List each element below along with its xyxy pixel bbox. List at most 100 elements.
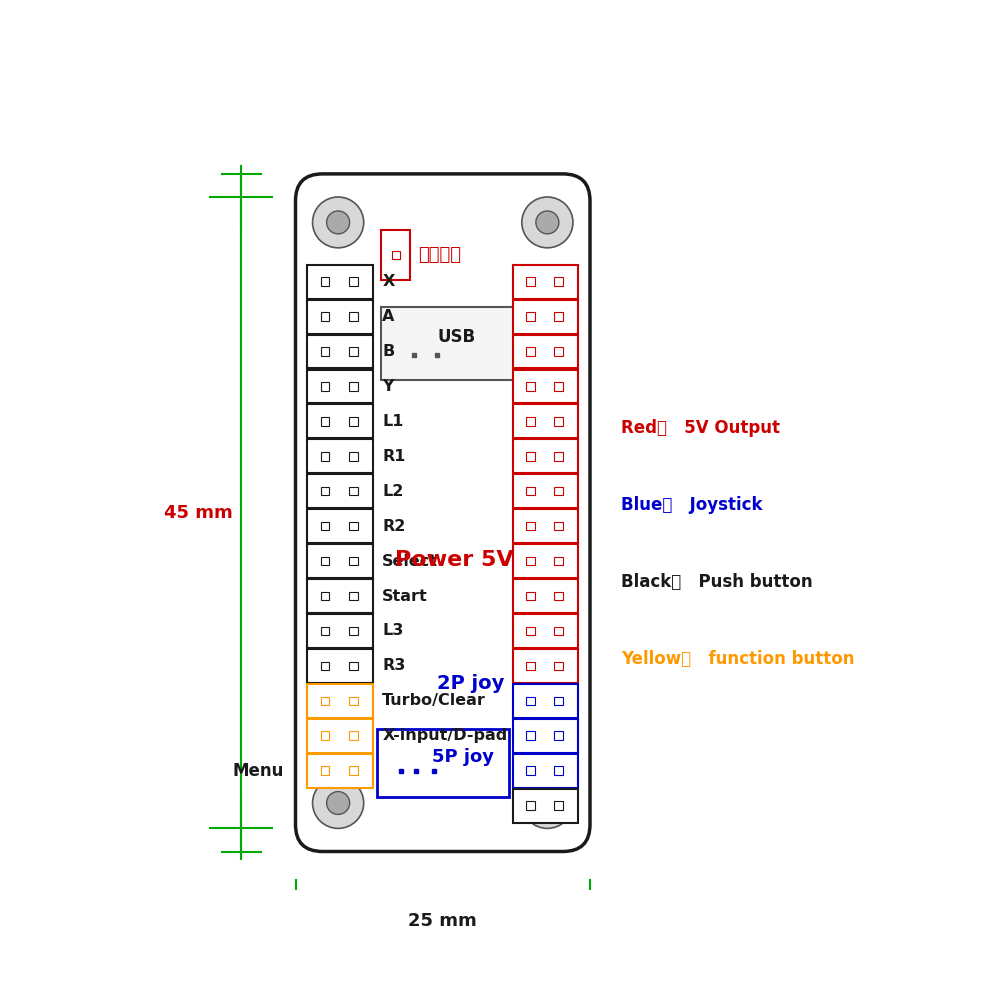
Bar — [321, 277, 329, 286]
Bar — [512, 579, 578, 613]
Bar — [307, 509, 373, 543]
Bar — [307, 754, 373, 788]
Bar — [554, 766, 563, 775]
Circle shape — [313, 197, 364, 248]
Bar — [349, 277, 358, 286]
Text: USB: USB — [437, 328, 475, 346]
Bar — [512, 509, 578, 543]
Bar — [512, 649, 578, 683]
Bar — [349, 382, 358, 391]
Bar — [349, 766, 358, 775]
Bar — [526, 801, 535, 810]
Text: R2: R2 — [382, 519, 406, 534]
Bar — [307, 300, 373, 334]
Bar — [512, 335, 578, 368]
Bar — [526, 731, 535, 740]
Bar — [526, 277, 535, 286]
Bar — [307, 265, 373, 299]
Bar — [512, 404, 578, 438]
Bar — [381, 230, 410, 280]
Bar — [512, 439, 578, 473]
Text: Black：   Push button: Black： Push button — [621, 573, 813, 591]
Bar — [349, 452, 358, 461]
Bar — [321, 731, 329, 740]
Bar — [349, 697, 358, 705]
Text: Start: Start — [382, 589, 428, 604]
Bar — [307, 579, 373, 613]
Bar — [349, 662, 358, 670]
Bar — [307, 649, 373, 683]
Bar — [554, 522, 563, 530]
Bar — [554, 347, 563, 356]
Bar — [321, 487, 329, 495]
Text: R3: R3 — [382, 658, 406, 673]
Bar — [526, 592, 535, 600]
Bar — [349, 592, 358, 600]
Bar — [526, 382, 535, 391]
Bar — [321, 766, 329, 775]
Bar — [321, 627, 329, 635]
Bar — [554, 557, 563, 565]
Text: Red：   5V Output: Red： 5V Output — [621, 419, 780, 437]
Bar — [554, 417, 563, 426]
Bar — [512, 789, 578, 823]
Bar — [512, 684, 578, 718]
Text: 5P joy: 5P joy — [432, 748, 494, 766]
Bar — [321, 417, 329, 426]
Bar — [512, 614, 578, 648]
Bar — [554, 277, 563, 286]
Bar — [321, 382, 329, 391]
Bar — [526, 627, 535, 635]
Bar — [526, 766, 535, 775]
Text: Menu: Menu — [232, 762, 284, 780]
Bar — [321, 347, 329, 356]
Bar — [392, 251, 400, 259]
Bar — [526, 522, 535, 530]
Bar — [349, 522, 358, 530]
Bar — [321, 557, 329, 565]
Circle shape — [327, 792, 350, 814]
Bar — [307, 719, 373, 753]
Text: 45 mm: 45 mm — [164, 504, 233, 522]
Bar — [512, 370, 578, 403]
Circle shape — [522, 197, 573, 248]
Bar — [554, 801, 563, 810]
Text: Y: Y — [382, 379, 394, 394]
Bar — [321, 312, 329, 321]
Bar — [512, 719, 578, 753]
Text: Power 5V: Power 5V — [395, 550, 514, 570]
Text: X: X — [382, 274, 395, 289]
Bar — [349, 312, 358, 321]
Bar — [554, 731, 563, 740]
Bar — [526, 487, 535, 495]
Circle shape — [536, 211, 559, 234]
Text: Yellow：   function button: Yellow： function button — [621, 650, 854, 668]
Bar — [554, 697, 563, 705]
Bar — [526, 697, 535, 705]
Bar — [321, 452, 329, 461]
Bar — [381, 307, 516, 380]
Bar — [554, 312, 563, 321]
Text: Select: Select — [382, 554, 438, 569]
Bar — [349, 417, 358, 426]
Bar — [349, 557, 358, 565]
Text: L3: L3 — [382, 623, 404, 638]
Bar — [526, 347, 535, 356]
Text: R1: R1 — [382, 449, 406, 464]
Bar — [554, 592, 563, 600]
Bar — [349, 487, 358, 495]
Bar — [512, 544, 578, 578]
Text: L1: L1 — [382, 414, 404, 429]
Bar — [554, 382, 563, 391]
Text: 摇杆电源: 摇杆电源 — [418, 246, 461, 264]
Bar — [526, 417, 535, 426]
Bar — [554, 662, 563, 670]
Bar — [554, 627, 563, 635]
Bar — [512, 474, 578, 508]
Circle shape — [522, 778, 573, 828]
Bar — [349, 731, 358, 740]
Text: L2: L2 — [382, 484, 404, 499]
Bar — [307, 684, 373, 718]
Bar — [321, 592, 329, 600]
Bar — [512, 265, 578, 299]
